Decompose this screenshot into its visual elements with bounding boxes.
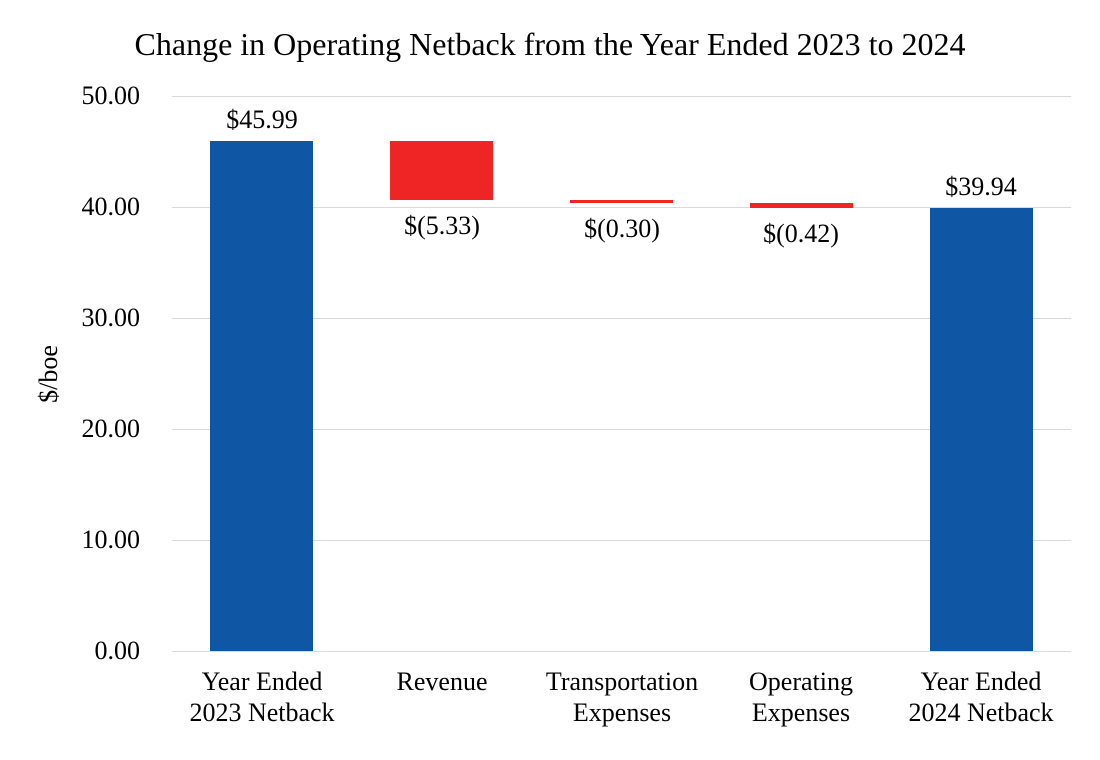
y-tick-label-10.00: 10.00 <box>81 525 141 554</box>
bar-value-label: $45.99 <box>226 105 298 134</box>
category-label: Year Ended 2024 Netback <box>886 666 1076 728</box>
gridline-40.00 <box>172 207 1071 208</box>
bar-value-label: $(0.30) <box>584 214 660 243</box>
bar-value-label: $(0.42) <box>763 219 839 248</box>
bar-value-label: $39.94 <box>945 172 1017 201</box>
category-label-line: Expenses <box>572 698 672 727</box>
y-axis-title: $/boe <box>34 345 63 403</box>
category-label-line: Operating <box>749 667 853 696</box>
y-tick-label-0.00: 0.00 <box>94 636 141 665</box>
bar-year-ended-2023-netback <box>210 141 313 651</box>
bar-revenue <box>390 141 493 200</box>
bar-transportation-expenses <box>570 200 673 203</box>
gridline-30.00 <box>172 318 1071 319</box>
category-label: Revenue <box>347 666 537 697</box>
y-tick-label-30.00: 30.00 <box>81 303 141 332</box>
category-label-line: Expenses <box>751 698 851 727</box>
category-label-line: Revenue <box>396 667 488 696</box>
y-tick-label-50.00: 50.00 <box>81 81 141 110</box>
gridline-10.00 <box>172 540 1071 541</box>
y-tick-label-40.00: 40.00 <box>81 192 141 221</box>
gridline-50.00 <box>172 96 1071 97</box>
category-label-line: 2024 Netback <box>908 698 1054 727</box>
category-label-line: Year Ended <box>201 667 323 696</box>
category-label-line: Transportation <box>545 667 699 696</box>
bar-year-ended-2024-netback <box>930 208 1033 651</box>
category-label: Operating Expenses <box>706 666 896 728</box>
bar-value-label: $(5.33) <box>404 211 480 240</box>
category-label: Transportation Expenses <box>527 666 717 728</box>
chart-title: Change in Operating Netback from the Yea… <box>134 26 966 62</box>
category-label-line: 2023 Netback <box>189 698 335 727</box>
gridline-20.00 <box>172 429 1071 430</box>
category-label-line: Year Ended <box>920 667 1042 696</box>
category-label: Year Ended 2023 Netback <box>167 666 357 728</box>
y-tick-label-20.00: 20.00 <box>81 414 141 443</box>
gridline-0.00 <box>172 651 1071 652</box>
bar-operating-expenses <box>750 203 853 208</box>
